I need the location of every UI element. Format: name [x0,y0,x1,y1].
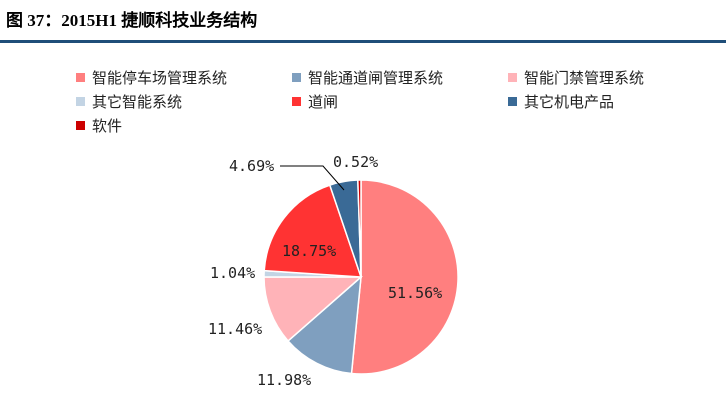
legend-swatch [508,72,517,82]
data-label: 18.75% [282,242,336,260]
data-label: 11.98% [257,371,311,389]
legend-label: 智能停车场管理系统 [92,68,228,87]
legend-swatch [292,72,301,82]
data-label: 0.52% [333,153,378,171]
legend-swatch [76,120,85,130]
data-label: 1.04% [210,264,255,282]
legend-label: 软件 [92,116,123,135]
legend-item: 软件 [76,114,122,136]
legend-item: 其它智能系统 [76,90,182,112]
legend-swatch [292,96,301,106]
pie-slice [350,179,459,375]
legend-item: 道闸 [292,90,338,112]
legend-swatch [508,96,517,106]
pie-slice [263,184,363,278]
pie-slice [263,276,363,343]
legend-item: 智能停车场管理系统 [76,66,227,88]
legend-label: 道闸 [308,92,339,111]
legend-item: 智能通道闸管理系统 [292,66,443,88]
pie-slice [357,179,362,278]
legend-item: 智能门禁管理系统 [508,66,644,88]
legend-swatch [76,72,85,82]
title-rule [0,40,726,43]
figure-title: 图 37：2015H1 捷顺科技业务结构 [6,11,258,30]
pie-slice [287,275,362,375]
data-label: 4.69% [229,157,274,175]
legend-item: 其它机电产品 [508,90,614,112]
data-label: 51.56% [388,284,442,302]
legend-label: 其它智能系统 [92,92,183,111]
data-label: 11.46% [208,320,262,338]
legend-label: 智能通道闸管理系统 [308,68,444,87]
legend-swatch [76,96,85,106]
leader-line [280,165,345,191]
legend-label: 智能门禁管理系统 [524,68,645,87]
legend-label: 其它机电产品 [524,92,615,111]
